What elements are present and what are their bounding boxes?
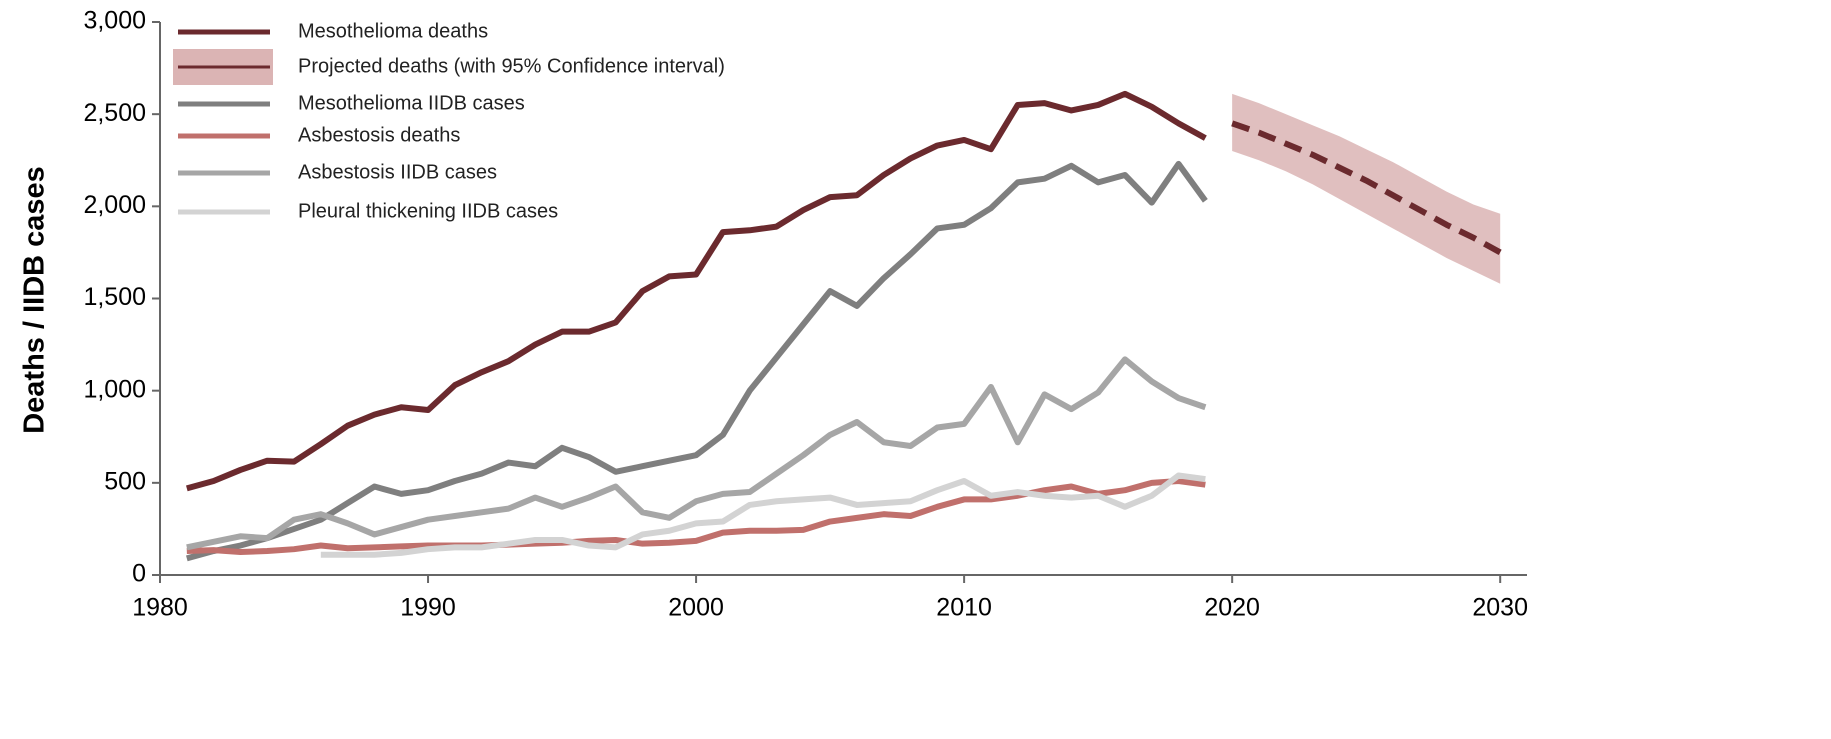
x-tick-label: 2010 bbox=[936, 594, 992, 622]
x-tick-label: 1980 bbox=[132, 594, 188, 622]
series-line bbox=[186, 356, 1207, 551]
legend-label: Projected deaths (with 95% Confidence in… bbox=[298, 55, 725, 77]
y-tick-label: 0 bbox=[132, 560, 146, 588]
legend-label: Asbestosis IIDB cases bbox=[298, 161, 497, 183]
x-tick-label: 1990 bbox=[400, 594, 456, 622]
x-tick-label: 2000 bbox=[668, 594, 724, 622]
legend-label: Mesothelioma IIDB cases bbox=[298, 92, 525, 114]
series-line bbox=[320, 472, 1206, 558]
series-line bbox=[1231, 120, 1502, 256]
series-line bbox=[186, 160, 1208, 562]
y-tick-label: 3,000 bbox=[83, 7, 146, 35]
y-tick-label: 500 bbox=[104, 467, 146, 495]
y-tick-label: 2,500 bbox=[83, 99, 146, 127]
confidence-band bbox=[1232, 93, 1501, 284]
y-tick-label: 1,500 bbox=[83, 283, 146, 311]
x-tick-label: 2020 bbox=[1204, 594, 1260, 622]
y-axis-label: Deaths / IIDB cases bbox=[19, 166, 51, 434]
y-tick-label: 2,000 bbox=[83, 191, 146, 219]
legend-label: Mesothelioma deaths bbox=[298, 20, 488, 42]
legend-label: Pleural thickening IIDB cases bbox=[298, 200, 558, 222]
y-tick-label: 1,000 bbox=[83, 375, 146, 403]
x-tick-label: 2030 bbox=[1472, 594, 1528, 622]
legend-label: Asbestosis deaths bbox=[298, 124, 460, 146]
series-line bbox=[186, 90, 1207, 492]
series-line bbox=[186, 477, 1206, 555]
